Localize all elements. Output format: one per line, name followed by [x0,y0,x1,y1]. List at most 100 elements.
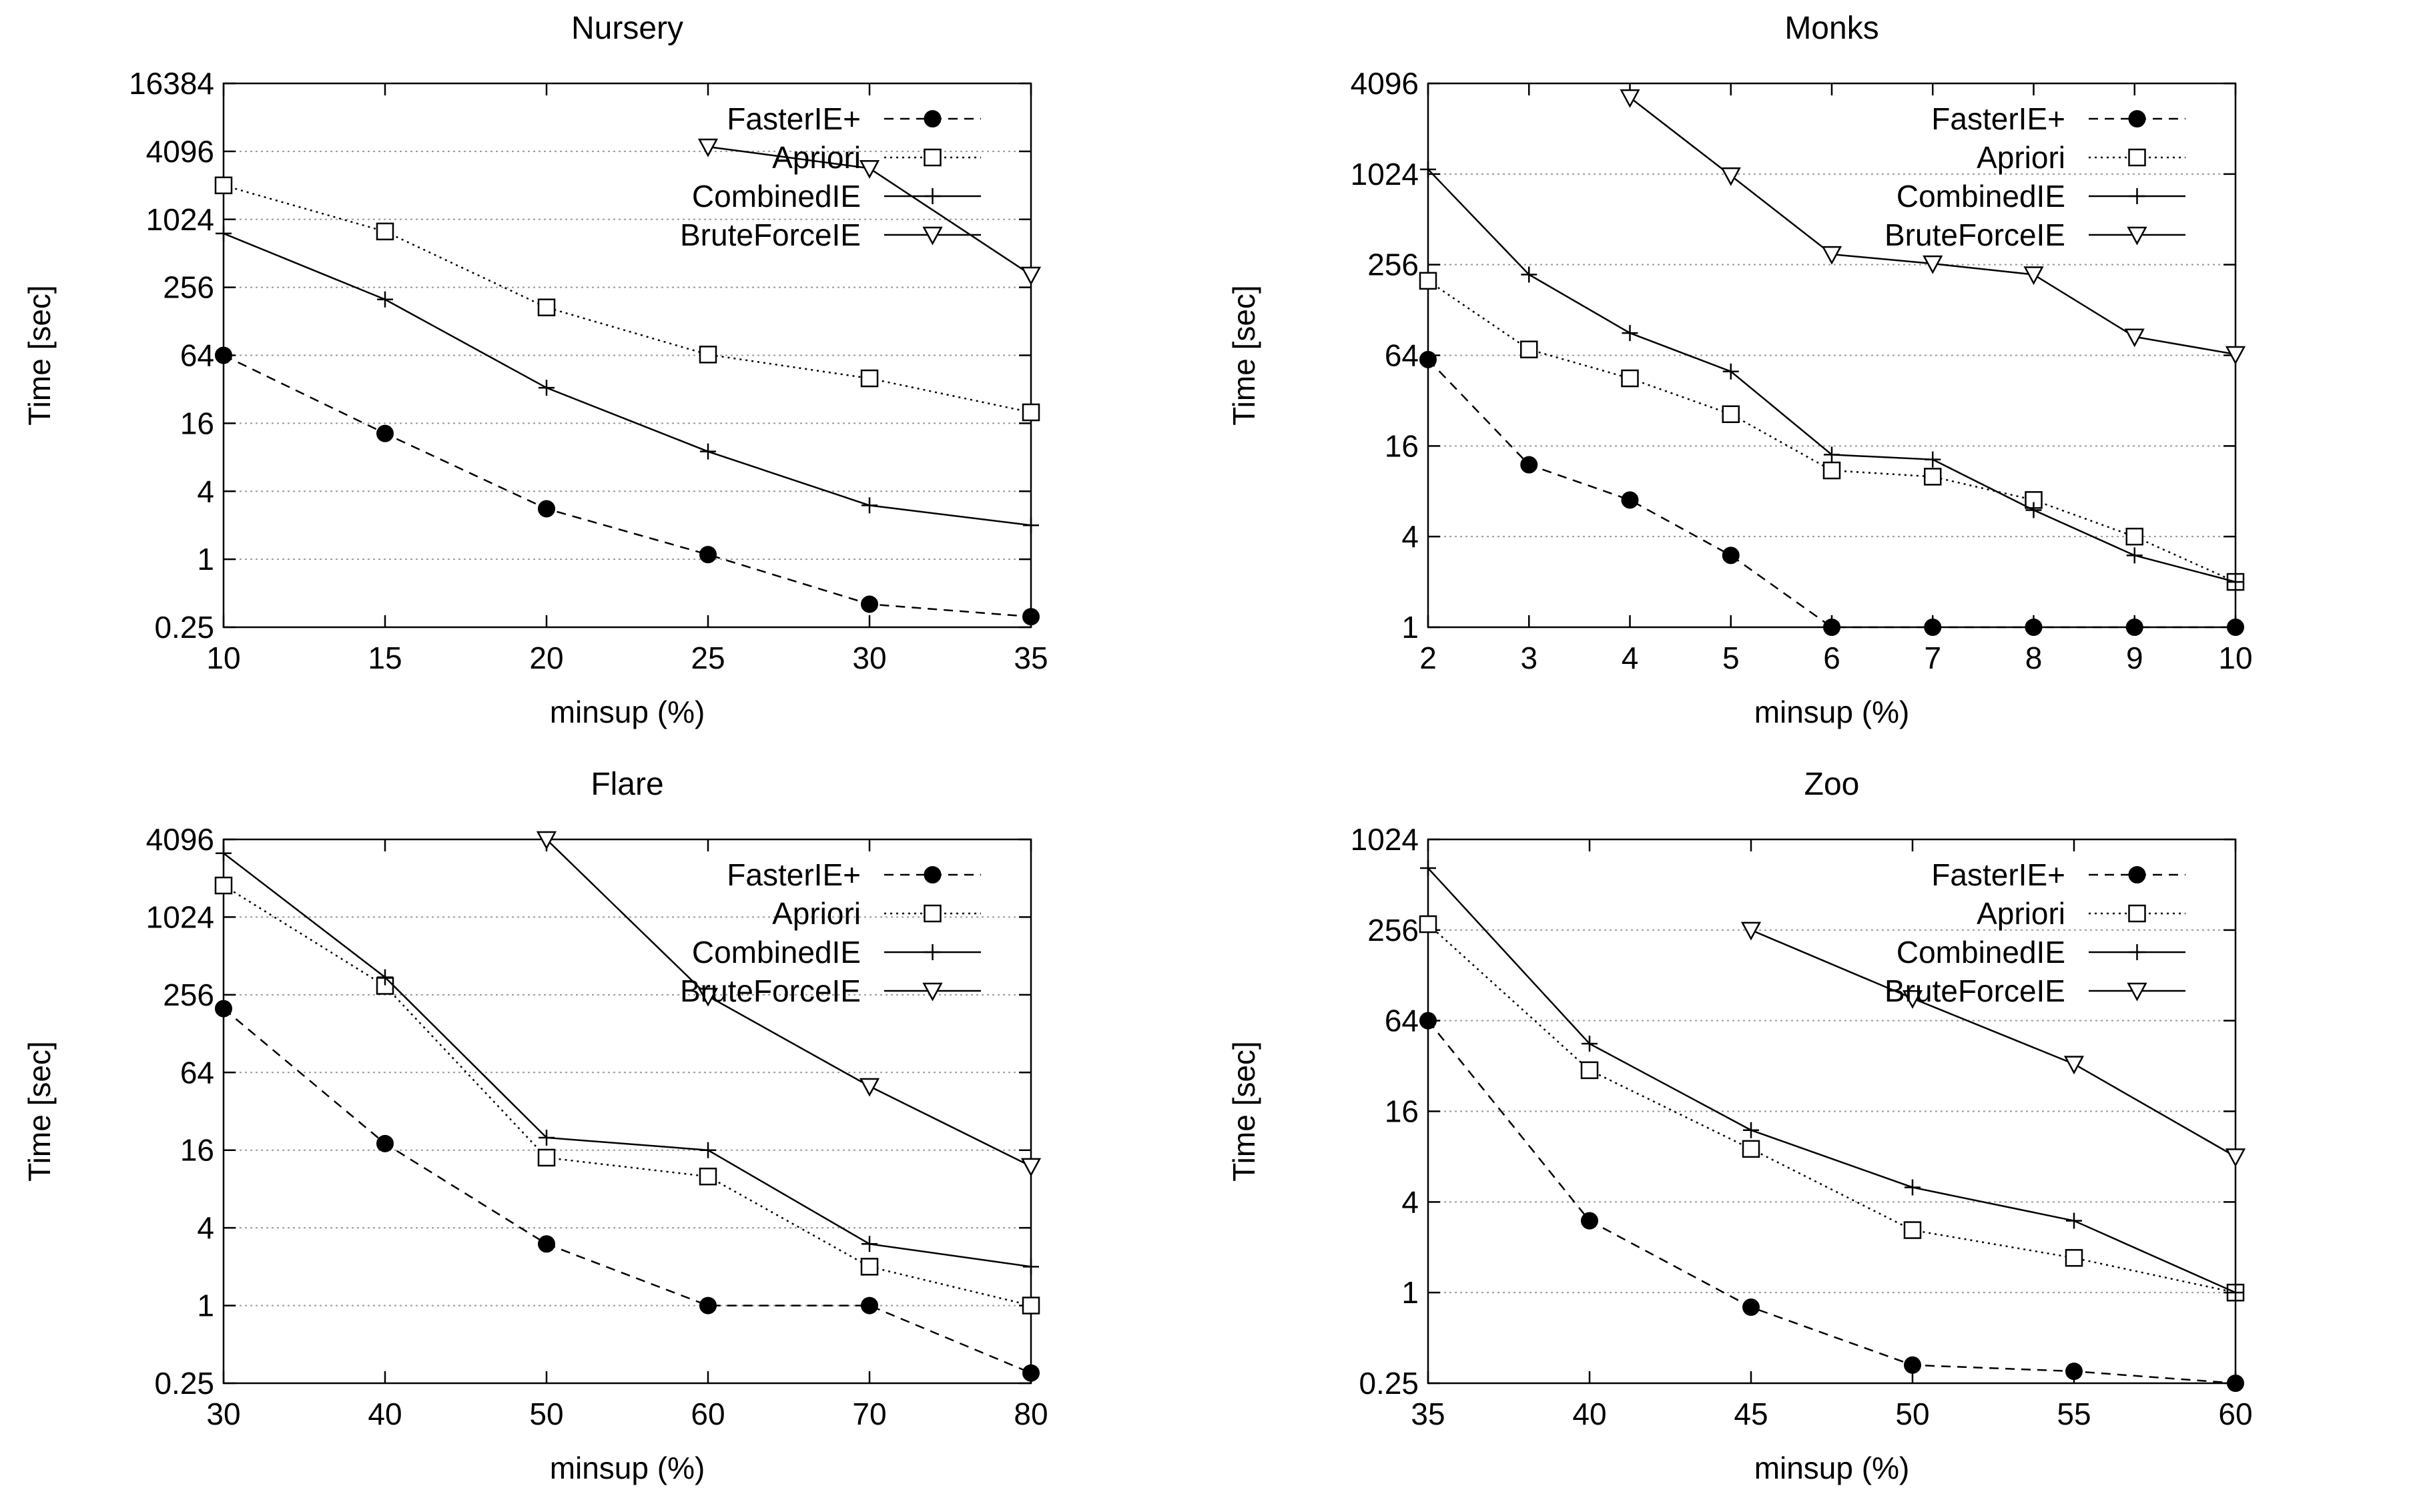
y-tick-label: 1 [197,1288,214,1323]
legend-label: BruteForceIE [680,974,861,1008]
data-point-combinedie [1582,1036,1598,1052]
y-tick-label: 256 [1367,248,1419,282]
series-combinedie [216,225,1039,534]
y-tick-label: 0.25 [154,1366,214,1401]
chart-title: Zoo [1804,767,1860,802]
data-point-apriori [860,1258,879,1276]
x-axis-label: minsup (%) [550,1451,705,1485]
legend-label: BruteForceIE [680,218,861,252]
y-axis: 1 4 16 64 256 1024 4096 [1351,66,2235,645]
data-point-fasterie [699,1296,717,1314]
data-point-combinedie [1420,161,1436,177]
data-point-combinedie [2227,574,2244,591]
data-point-fasterie [2025,619,2043,636]
data-point-combinedie [862,497,878,514]
chart-panel-monks: Monks 1 4 16 64 256 1024 4096 2 3 4 5 6 7 8 9 10 minsup (… [1204,0,2409,756]
series-line-combinedie [223,232,1032,526]
data-point-fasterie [538,1235,555,1253]
legend-label: FasterIE+ [727,101,861,136]
y-tick-label: 4096 [146,134,214,169]
data-point-combinedie [216,225,232,242]
data-point-fasterie [861,595,878,613]
series-line-apriori [1427,280,2236,583]
y-tick-label: 4 [1401,1184,1419,1219]
y-tick-label: 1024 [146,202,214,237]
series-combinedie [1420,860,2244,1301]
series-line-fasterie [223,1008,1032,1374]
data-point-combinedie [700,1142,716,1158]
data-point-fasterie [215,346,232,364]
series-fasterie [215,1000,1040,1382]
y-tick-label: 16 [180,406,214,440]
grid-lines [1428,929,2235,1294]
legend-marker-combinedie [2129,188,2145,204]
legend-label: CombinedIE [1897,179,2065,214]
data-point-bruteforceie [2225,1148,2246,1168]
legend-marker-combinedie [924,188,941,204]
data-point-combinedie [377,291,393,308]
data-point-combinedie [216,845,232,861]
data-point-combinedie [1925,451,1941,468]
y-tick-label: 256 [1367,913,1419,948]
data-point-fasterie [376,1134,394,1152]
data-point-fasterie [2227,619,2244,636]
series-apriori [1419,915,2245,1302]
data-point-apriori [2125,527,2143,546]
series-bruteforceie [1620,89,2246,365]
data-point-bruteforceie [1902,990,1923,1009]
legend-label: BruteForceIE [1884,974,2065,1008]
data-point-bruteforceie [2023,266,2044,286]
data-point-bruteforceie [1020,1158,1042,1177]
chart-panel-zoo: Zoo 0.25 1 4 16 64 256 1024 35 40 45 50 55 60 minsup (… [1204,756,2409,1512]
data-point-fasterie [1581,1212,1598,1230]
x-axis: 30 40 50 60 70 80 [206,839,1048,1431]
x-axis-label: minsup (%) [1754,1451,1910,1485]
data-point-bruteforceie [1020,266,1042,286]
chart-title: Monks [1784,11,1878,46]
data-point-bruteforceie [697,988,719,1007]
x-tick-label: 7 [1924,641,1941,675]
data-point-bruteforceie [2225,346,2246,365]
y-tick-label: 1024 [146,899,214,934]
x-tick-label: 60 [2218,1397,2252,1431]
legend-marker-combinedie [2129,944,2145,960]
y-tick-label: 4 [197,1210,214,1245]
data-point-apriori [1022,1296,1040,1314]
data-point-fasterie [1022,1364,1040,1382]
y-tick-label: 1 [1401,1275,1419,1310]
y-tick-label: 4096 [146,822,214,857]
data-point-fasterie [376,424,394,442]
x-axis-label: minsup (%) [1754,695,1910,729]
y-tick-label: 16 [1385,428,1419,463]
data-point-bruteforceie [2124,328,2145,348]
data-point-apriori [214,176,233,195]
y-tick-label: 16384 [129,66,214,101]
x-tick-label: 55 [2057,1397,2091,1431]
y-tick-label: 16 [180,1133,214,1168]
x-tick-label: 35 [1014,641,1048,675]
data-point-fasterie [2125,619,2143,636]
y-tick-label: 256 [163,270,214,305]
plot-frame [222,838,1032,1385]
data-point-combinedie [377,969,393,986]
data-point-combinedie [1824,446,1840,463]
x-tick-label: 30 [852,641,886,675]
legend-marker-apriori [2128,904,2146,923]
data-point-bruteforceie [1620,89,1640,108]
legend-label: BruteForceIE [1884,218,2065,252]
series-line-fasterie [1427,358,2235,629]
data-point-combinedie [2227,1284,2244,1301]
data-point-apriori [376,222,394,241]
series-line-combinedie [1427,867,2236,1294]
legend-marker-apriori [924,148,942,167]
legend-marker-bruteforceie [2127,226,2147,246]
data-point-bruteforceie [1923,255,1943,274]
data-point-fasterie [1924,619,1942,636]
data-point-bruteforceie [1821,246,1842,265]
y-tick-label: 1 [1401,610,1419,645]
chart-monks: Monks 1 4 16 64 256 1024 4096 2 3 4 5 6 7 8 9 10 minsup (… [1227,11,2253,729]
y-axis-label: Time [sec] [22,285,57,425]
data-point-apriori [1903,1221,1922,1239]
series-combinedie [1420,161,2244,591]
data-point-fasterie [699,546,717,564]
